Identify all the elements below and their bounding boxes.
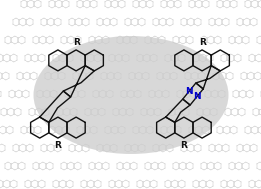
Text: R: R [55, 141, 61, 150]
Text: R: R [73, 38, 80, 47]
Text: R: R [199, 38, 205, 47]
Text: R: R [180, 141, 187, 150]
Text: N: N [193, 92, 200, 101]
Text: N: N [186, 87, 193, 95]
Ellipse shape [33, 36, 228, 154]
